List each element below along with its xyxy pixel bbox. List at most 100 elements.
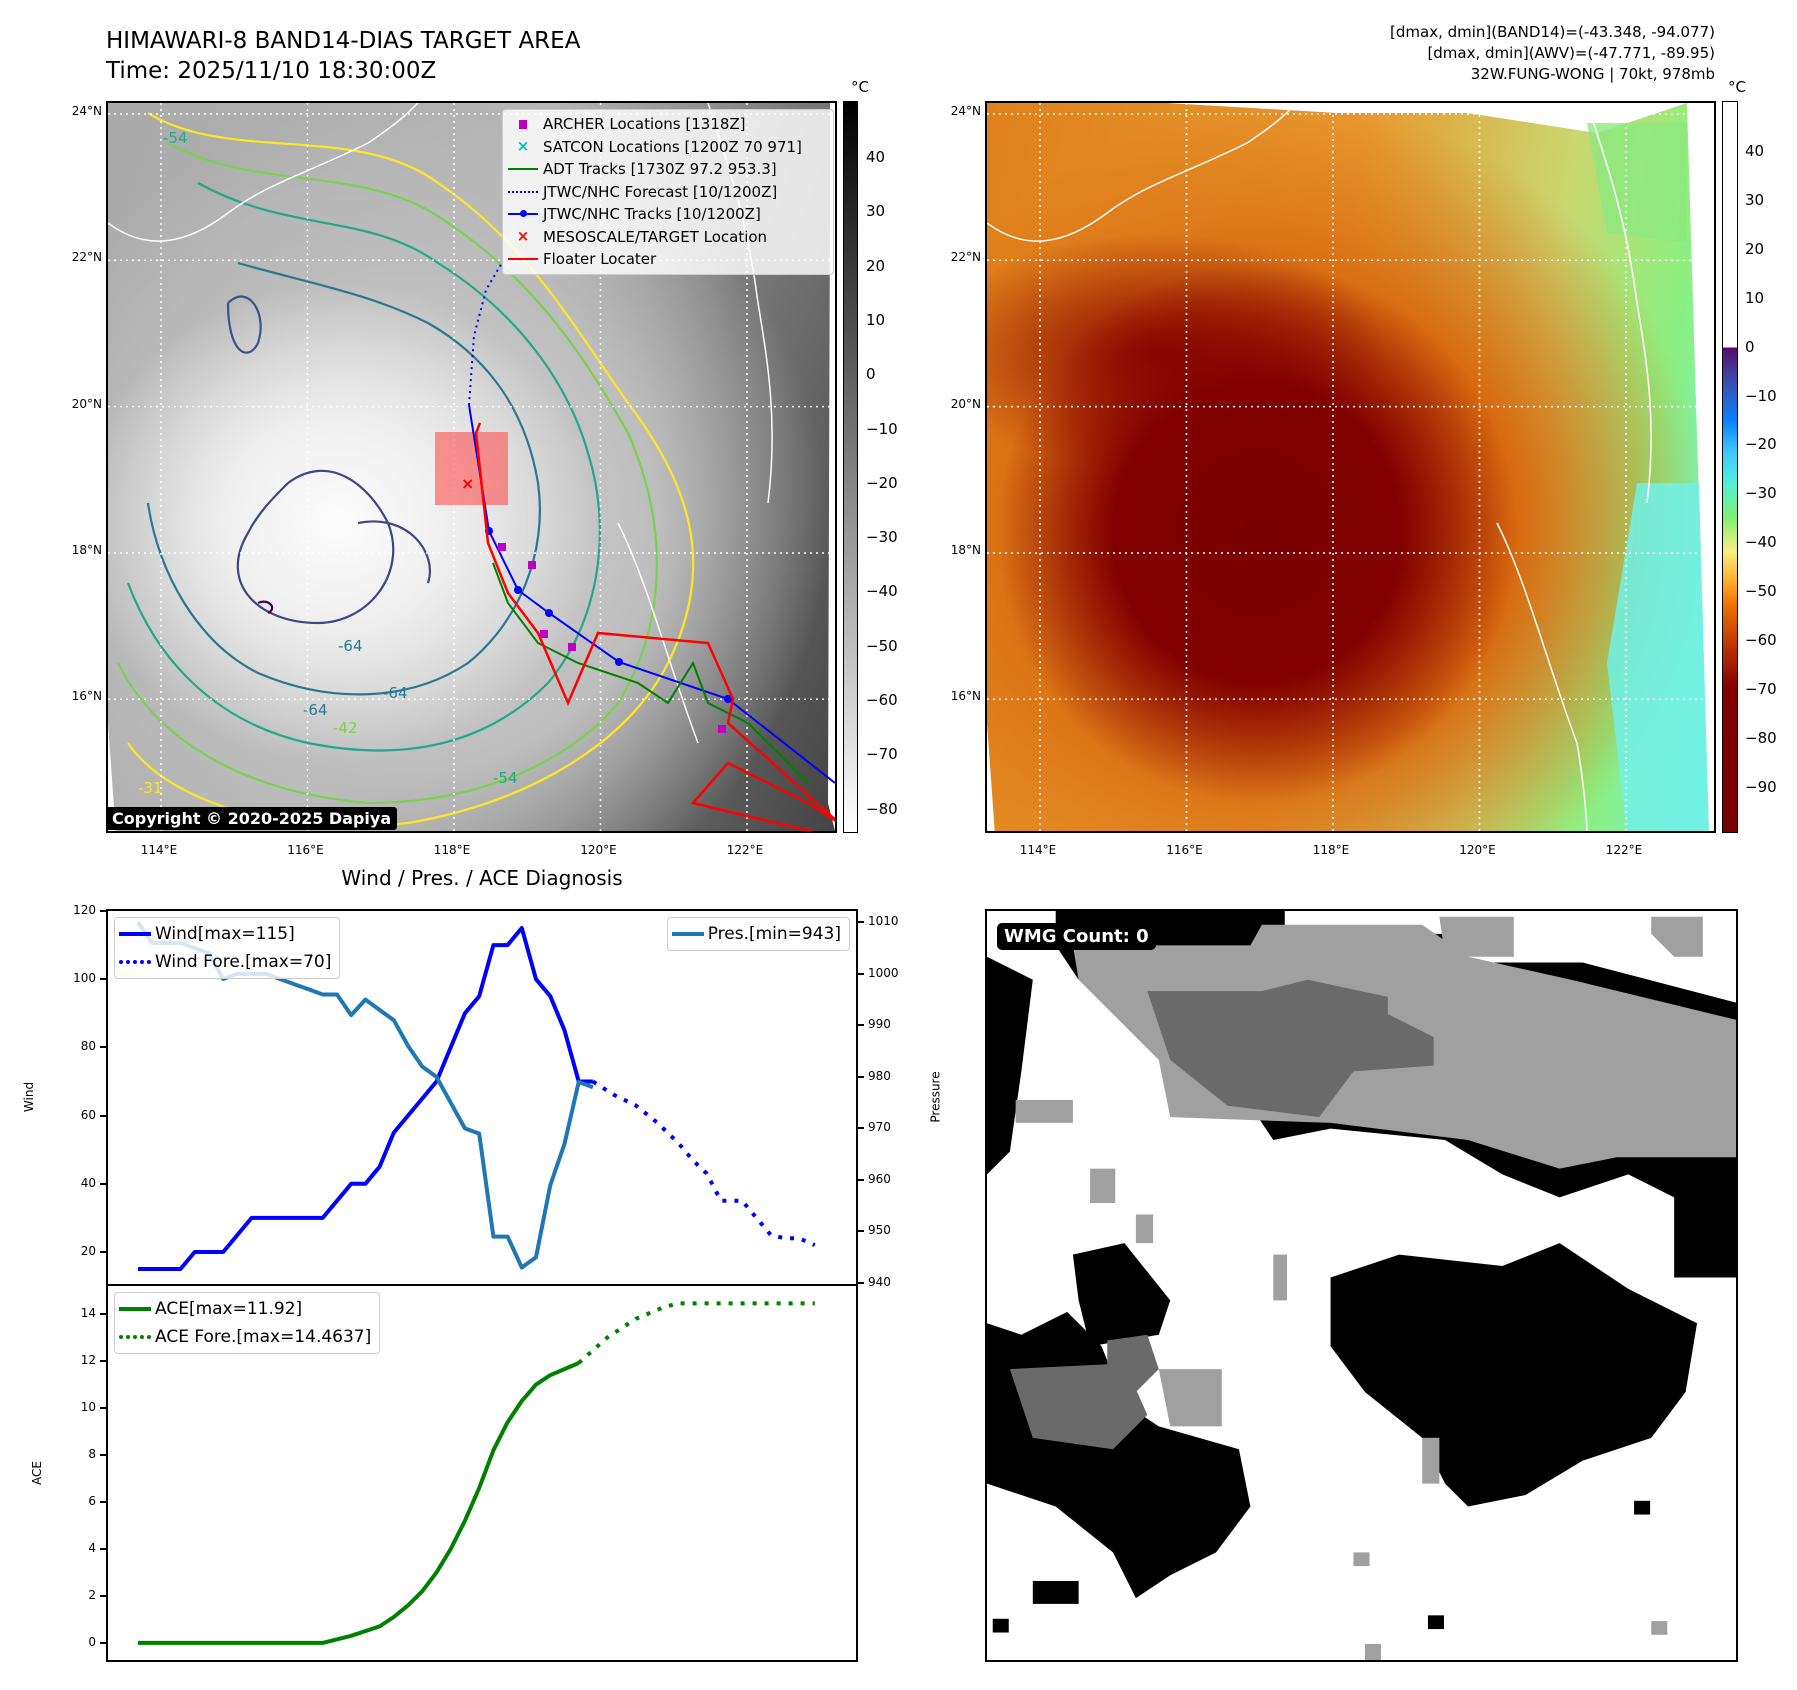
ace-legend: ACE[max=11.92] ACE Fore.[max=14.4637] xyxy=(114,1292,381,1354)
wind-legend-line xyxy=(115,932,155,936)
pressure-axis-label: Pressure xyxy=(928,1071,943,1123)
contour-line xyxy=(357,520,431,584)
archer-point xyxy=(540,630,548,638)
colorbar-tick-label: −50 xyxy=(866,636,898,655)
colorbar-tick-label: 30 xyxy=(866,202,886,221)
y-tick-label: 4 xyxy=(88,1540,96,1555)
legend-label: SATCON Locations [1200Z 70 971] xyxy=(543,137,802,156)
wmg-black-region xyxy=(987,956,1033,1175)
y-tick-mark xyxy=(100,1114,106,1117)
contour-label: -64 xyxy=(383,684,408,702)
track-point xyxy=(545,609,553,617)
colorbar-tick-label: 0 xyxy=(866,365,876,384)
y2-tick-mark xyxy=(858,1127,864,1130)
contours xyxy=(108,103,773,828)
contour-label: -54 xyxy=(493,769,518,787)
jtwc-track xyxy=(468,404,835,784)
colorbar-tick-label: −60 xyxy=(866,691,898,709)
y-tick-mark xyxy=(100,910,106,912)
lat-tick-label: 16°N xyxy=(950,689,981,704)
y-tick-mark xyxy=(100,1454,106,1457)
lon-tick-label: 114°E xyxy=(1019,843,1057,857)
x-marker-icon: × xyxy=(516,227,530,246)
contour-line xyxy=(236,469,395,625)
y-tick-label: 120 xyxy=(73,903,96,917)
colorbar-tick-label: −10 xyxy=(866,419,898,438)
y-tick-mark xyxy=(100,1360,106,1363)
diagnosis-title: Wind / Pres. / ACE Diagnosis xyxy=(341,866,623,890)
contour-label: -54 xyxy=(163,129,188,147)
wmg-light-gray-region xyxy=(1158,1369,1222,1427)
wmg-black-region xyxy=(1330,1243,1698,1507)
title-line: HIMAWARI-8 BAND14-DIAS TARGET AREA xyxy=(106,28,581,54)
lat-tick-label: 18°N xyxy=(950,543,981,557)
legend-label: JTWC/NHC Tracks [10/1200Z] xyxy=(543,205,761,224)
ace-axis-label: ACE xyxy=(29,1461,44,1485)
colorbar-tick-label: −20 xyxy=(1745,435,1777,454)
graticule xyxy=(987,103,1714,831)
colorbar-tick-label: 30 xyxy=(1745,190,1765,209)
y-tick-label: 6 xyxy=(88,1493,96,1508)
awv-colorbar xyxy=(1722,101,1738,833)
legend-label: Pres.[min=943] xyxy=(707,924,841,944)
coastline xyxy=(987,103,1298,242)
y2-tick-label: 980 xyxy=(868,1068,891,1083)
contour-line xyxy=(146,261,542,696)
lat-tick-label: 18°N xyxy=(71,543,102,557)
legend-label: ADT Tracks [1730Z 97.2 953.3] xyxy=(543,160,777,179)
coastlines xyxy=(987,103,1652,831)
wmg-panel: WMG Count: 0 xyxy=(985,909,1738,1662)
lon-tick-label: 122°E xyxy=(726,843,764,857)
coastline xyxy=(1496,522,1588,831)
wmg-light-gray-block xyxy=(1651,1621,1668,1635)
y-tick-label: 60 xyxy=(80,1107,96,1122)
awv-range: [dmax, dmin](AWV)=(-47.771, -89.95) xyxy=(1427,44,1715,62)
wmg-dark-gray-region xyxy=(1147,979,1434,1118)
y-tick-mark xyxy=(100,1500,106,1503)
wmg-black-block xyxy=(1427,1615,1444,1630)
legend-label: ARCHER Locations [1318Z] xyxy=(543,115,746,134)
wind-fore-legend-line xyxy=(115,960,155,964)
lat-tick-label: 24°N xyxy=(71,104,102,118)
clear-area xyxy=(1607,483,1709,831)
floater-locater-track xyxy=(474,422,835,822)
y2-tick-mark xyxy=(858,1230,864,1233)
legend-item: Floater Locater xyxy=(503,248,833,271)
wmg-light-gray-block xyxy=(1422,1437,1440,1484)
y-tick-label: 8 xyxy=(88,1447,96,1462)
y-tick-mark xyxy=(100,1313,106,1316)
target-location-marker: × xyxy=(461,474,474,493)
y2-tick-label: 940 xyxy=(868,1274,891,1289)
colorbar-tick-label: 10 xyxy=(866,310,886,329)
ace-plot xyxy=(137,1301,815,1645)
colorbar-tick-label: −90 xyxy=(1745,777,1777,796)
colorbar-unit: °C xyxy=(1728,78,1746,96)
wind-legend: Wind[max=115] Wind Fore.[max=70] xyxy=(114,917,341,979)
lon-tick-label: 116°E xyxy=(287,843,324,857)
colorbar-tick-label: −40 xyxy=(866,582,898,601)
wmg-dark-gray-region xyxy=(1009,1363,1148,1450)
legend-item: JTWC/NHC Forecast [10/1200Z] xyxy=(503,181,833,204)
y2-tick-label: 960 xyxy=(868,1171,891,1186)
wmg-black-block xyxy=(1634,1500,1651,1515)
wmg-light-gray-block xyxy=(1353,1552,1370,1567)
y-tick-label: 20 xyxy=(80,1243,96,1258)
y-tick-label: 80 xyxy=(80,1039,96,1054)
contour-line xyxy=(117,142,658,805)
y-tick-mark xyxy=(100,1407,106,1410)
legend-label: ACE Fore.[max=14.4637] xyxy=(155,1327,372,1347)
awv-map-overlay xyxy=(987,103,1714,831)
adt-track xyxy=(492,562,809,784)
copyright-label: Copyright © 2020-2025 Dapiya xyxy=(106,807,398,830)
colorbar-tick-label: −20 xyxy=(866,473,898,492)
wind-pressure-axes: Wind[max=115] Wind Fore.[max=70] Pres.[m… xyxy=(106,909,858,1286)
y-tick-label: 12 xyxy=(80,1353,96,1368)
lat-tick-label: 20°N xyxy=(71,396,102,411)
wmg-light-gray-block xyxy=(1090,1168,1116,1204)
ace-legend-line xyxy=(115,1307,155,1311)
wmg-light-gray-block xyxy=(1273,1254,1288,1301)
colorbar-tick-label: 0 xyxy=(1745,337,1755,356)
wmg-dark-gray-region xyxy=(1107,1334,1159,1393)
lon-tick-label: 120°E xyxy=(1459,843,1496,857)
y-tick-mark xyxy=(100,1641,106,1644)
